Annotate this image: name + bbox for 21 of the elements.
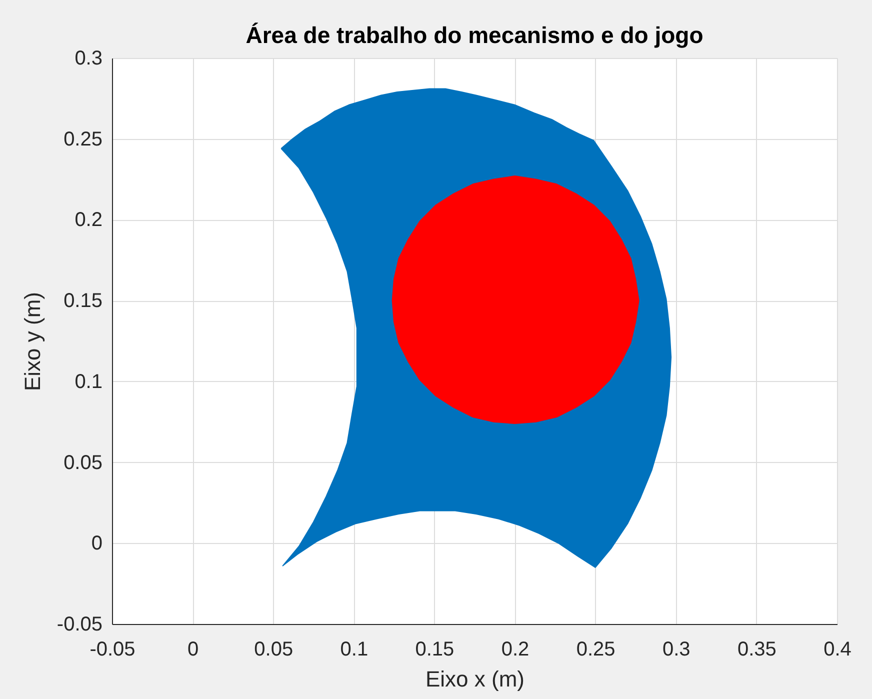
x-tick-label: 0.1 <box>340 638 368 660</box>
x-tick-label: 0.25 <box>576 638 616 660</box>
y-tick-label: 0 <box>91 532 102 555</box>
x-tick-label: 0.2 <box>501 638 530 660</box>
x-tick-label: 0.15 <box>415 638 454 660</box>
chart-title: Área de trabalho do mecanismo e do jogo <box>246 22 704 48</box>
y-tick-label: 0.1 <box>74 370 102 393</box>
x-axis-title: Eixo x (m) <box>426 666 524 692</box>
x-tick-label: 0 <box>187 638 199 660</box>
x-tick-label: 0.4 <box>824 638 852 660</box>
y-tick-label: 0.25 <box>64 128 102 150</box>
y-tick-label: 0.3 <box>74 48 102 70</box>
y-tick-label: 0.2 <box>74 209 102 232</box>
y-tick-label: 0.15 <box>64 290 102 312</box>
x-tick-label: 0.35 <box>737 638 776 660</box>
x-tick-label: 0.05 <box>254 638 294 660</box>
y-tick-label: 0.05 <box>64 452 102 474</box>
y-tick-label: -0.05 <box>56 614 102 636</box>
y-axis-title: Eixo y (m) <box>20 292 45 391</box>
x-tick-label: 0.3 <box>662 638 690 660</box>
x-tick-label: -0.05 <box>90 638 136 660</box>
